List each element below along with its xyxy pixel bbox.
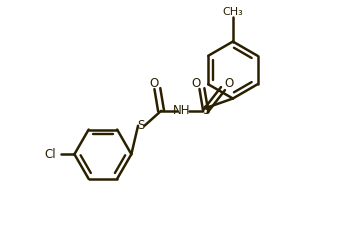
Text: S: S: [137, 119, 145, 132]
Text: S: S: [202, 104, 209, 117]
Text: Cl: Cl: [44, 148, 56, 161]
Text: O: O: [149, 77, 158, 90]
Text: NH: NH: [173, 104, 191, 117]
Text: CH₃: CH₃: [222, 7, 243, 17]
Text: O: O: [224, 77, 234, 90]
Text: O: O: [191, 77, 201, 90]
